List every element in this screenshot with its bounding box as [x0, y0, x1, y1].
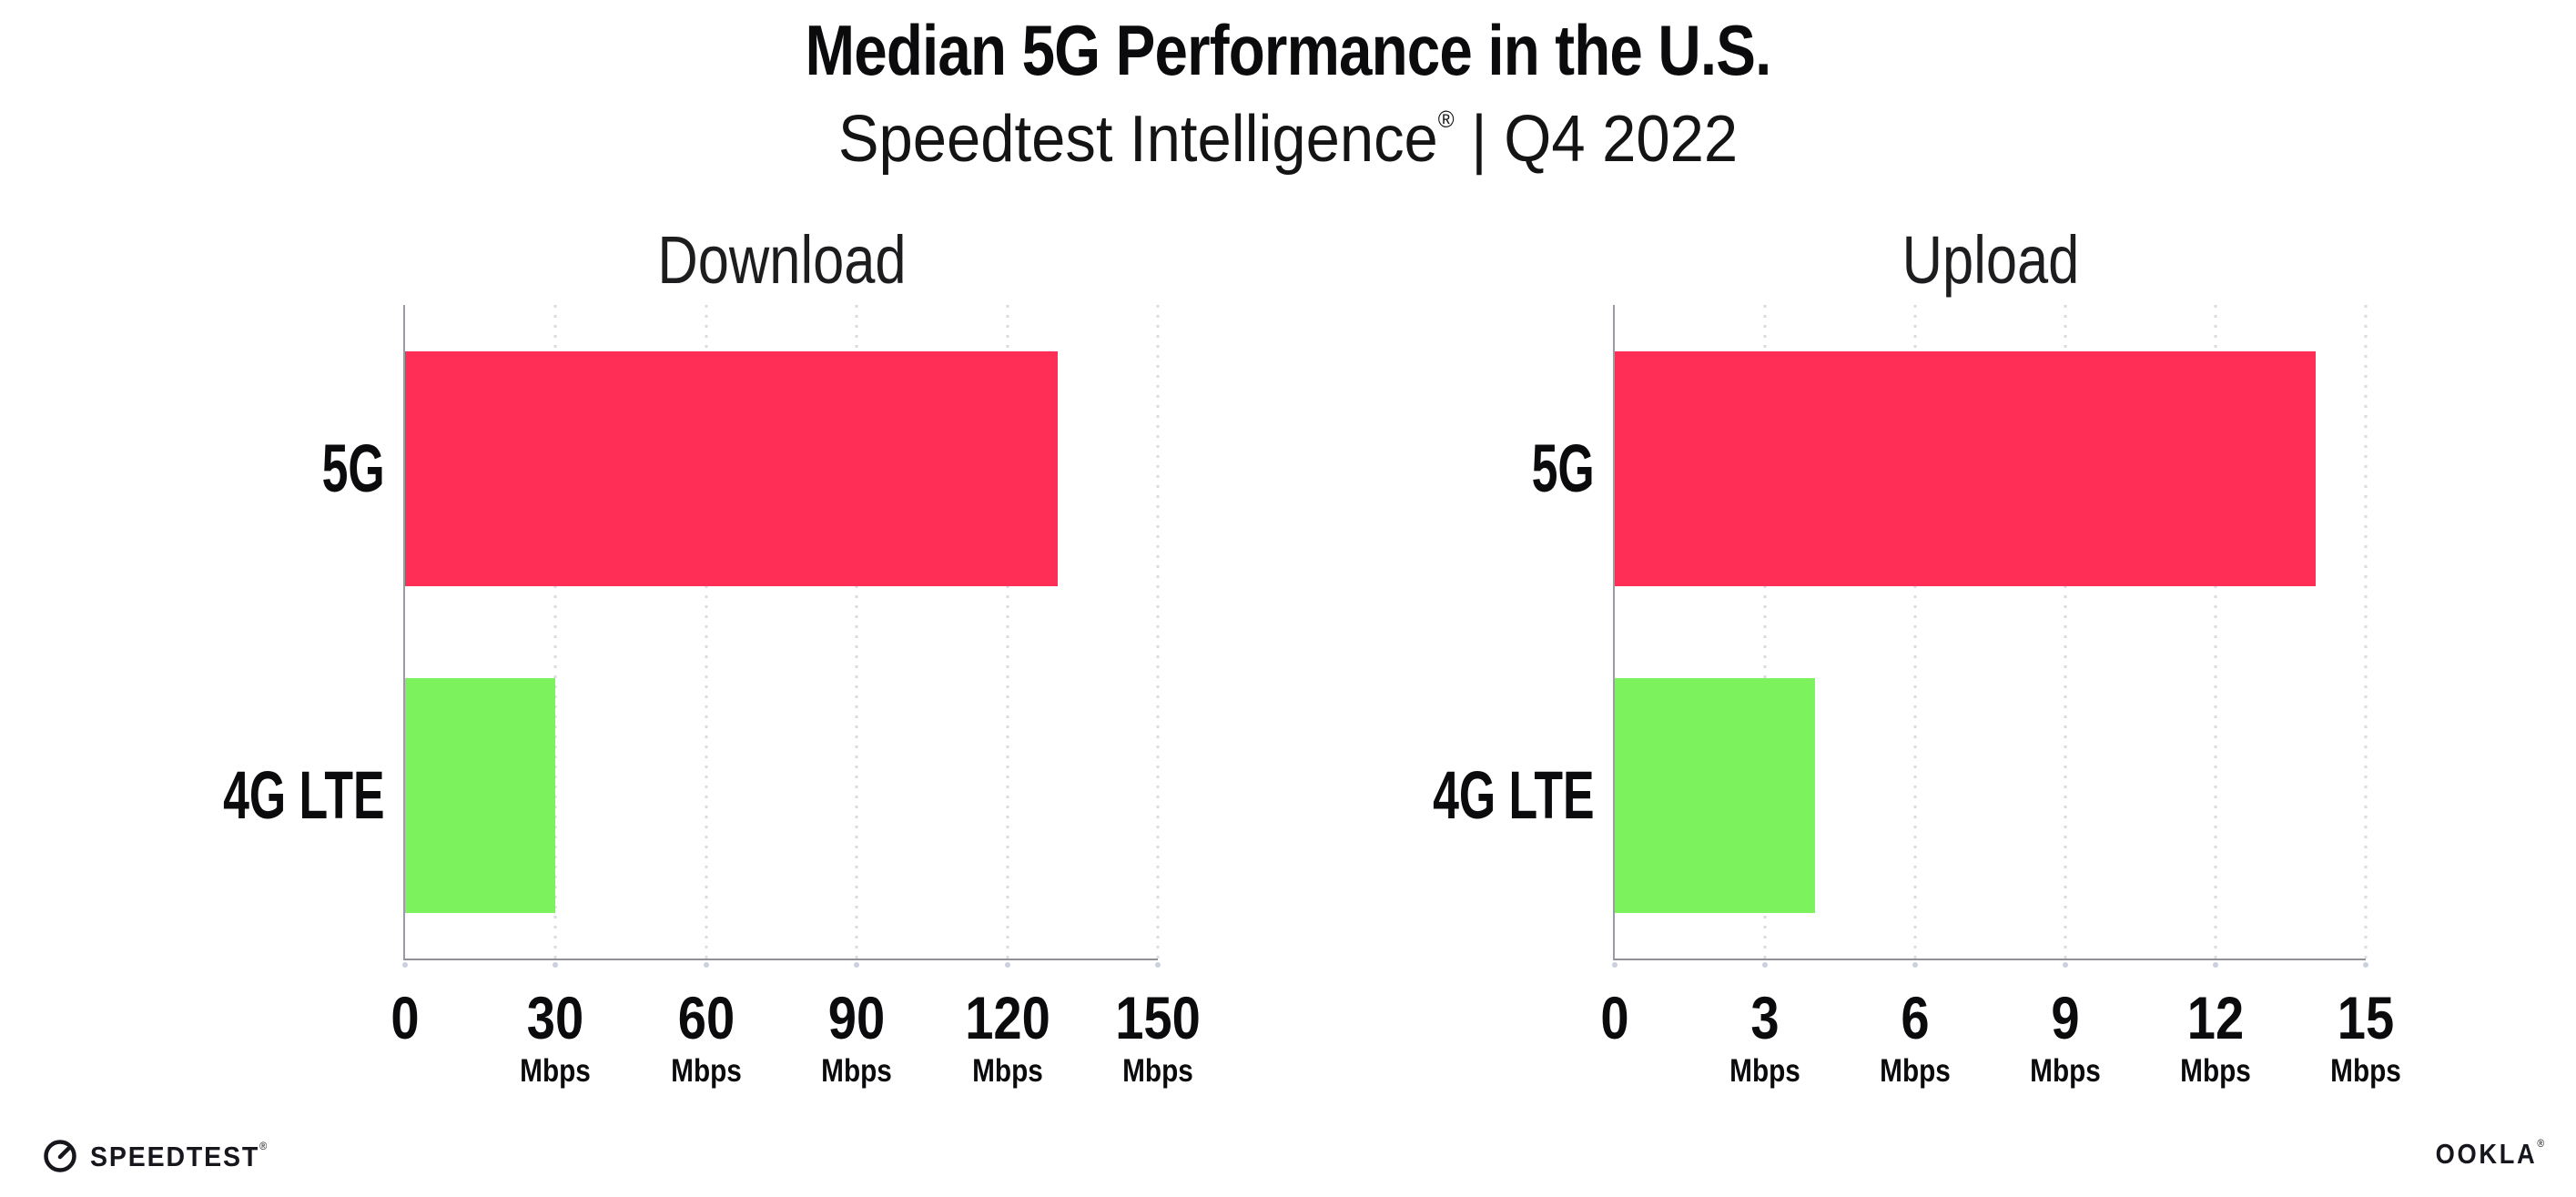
x-tick-label-0: 0	[389, 988, 422, 1048]
gridline-150	[1156, 305, 1160, 959]
tick-number: 30	[527, 984, 584, 1051]
gridline-30	[553, 305, 557, 959]
tick-number: 0	[1600, 984, 1629, 1051]
chart-title-download: Download	[656, 222, 907, 298]
tick-number: 90	[827, 984, 886, 1051]
bar-4g-lte-download	[405, 678, 556, 913]
axis-tick-dot-0	[402, 962, 408, 968]
tick-unit: Mbps	[2180, 1053, 2251, 1089]
axis-tick-dot-60	[703, 962, 709, 968]
tick-number: 15	[2337, 984, 2395, 1051]
subtitle-product: Speedtest Intelligence	[837, 103, 1438, 176]
chart-upload: Upload 0 3 Mbps 6 Mbps 9 Mbps 12 Mbps 15 Mbps 5G 4G …	[1434, 227, 2401, 1088]
axis-tick-dot-15	[2363, 962, 2368, 968]
x-tick-label-60: 60 Mbps	[664, 988, 747, 1087]
axis-tick-dot-30	[553, 962, 559, 968]
tick-unit: Mbps	[821, 1053, 893, 1089]
gridline-9	[2064, 305, 2067, 959]
tick-unit: Mbps	[2030, 1053, 2101, 1089]
ookla-logo: OOKLA®	[2435, 1137, 2547, 1170]
gridline-90	[855, 305, 858, 959]
speedtest-registered-icon: ®	[259, 1139, 269, 1152]
ookla-registered-icon: ®	[2537, 1137, 2547, 1150]
chart-title-upload: Upload	[1902, 222, 2079, 298]
category-label-5g: 5G	[321, 431, 385, 506]
page-title: Median 5G Performance in the U.S.	[805, 10, 1772, 90]
chart-download: Download 0 30 Mbps 60 Mbps 90 Mbps 120 Mbps 150 Mb…	[224, 227, 1201, 1088]
x-tick-label-3: 3 Mbps	[1723, 988, 1806, 1087]
tick-number: 3	[1750, 984, 1780, 1051]
axis-tick-dot-90	[854, 962, 860, 968]
tick-unit: Mbps	[2330, 1053, 2401, 1089]
tick-number: 6	[1901, 984, 1930, 1051]
axis-tick-dot-3	[1762, 962, 1768, 968]
tick-number: 12	[2186, 984, 2245, 1051]
tick-unit: Mbps	[971, 1053, 1043, 1089]
x-tick-label-15: 15 Mbps	[2324, 988, 2407, 1087]
bar-5g-download	[405, 351, 1058, 586]
gridline-120	[1006, 305, 1009, 959]
axis-tick-dot-12	[2213, 962, 2218, 968]
speedtest-wordmark: SPEEDTEST®	[90, 1139, 269, 1172]
axis-tick-dot-9	[2063, 962, 2068, 968]
category-label-4g-lte: 4G LTE	[1433, 757, 1595, 833]
axis-tick-dot-150	[1155, 962, 1161, 968]
x-tick-label-6: 6 Mbps	[1873, 988, 1956, 1087]
tick-unit: Mbps	[1729, 1053, 1800, 1089]
ookla-label: OOKLA	[2435, 1138, 2538, 1170]
x-tick-label-30: 30 Mbps	[514, 988, 597, 1087]
tick-unit: Mbps	[670, 1053, 742, 1089]
tick-unit: Mbps	[520, 1053, 592, 1089]
category-label-5g: 5G	[1531, 431, 1595, 506]
tick-number: 60	[677, 984, 735, 1051]
axis-tick-dot-120	[1004, 962, 1010, 968]
gridline-15	[2364, 305, 2368, 959]
registered-trademark-icon: ®	[1437, 106, 1455, 133]
x-tick-label-90: 90 Mbps	[815, 988, 898, 1087]
speedtest-logo: SPEEDTEST®	[42, 1138, 284, 1174]
x-tick-label-9: 9 Mbps	[2023, 988, 2106, 1087]
x-tick-label-12: 12 Mbps	[2174, 988, 2257, 1087]
gridline-6	[1913, 305, 1917, 959]
gridline-12	[2214, 305, 2217, 959]
gridline-3	[1763, 305, 1767, 959]
speedtest-gauge-icon	[44, 1140, 76, 1172]
bar-5g-upload	[1615, 351, 2316, 586]
x-tick-label-120: 120 Mbps	[958, 988, 1058, 1087]
axis-tick-dot-6	[1912, 962, 1918, 968]
tick-number: 0	[390, 984, 420, 1051]
tick-unit: Mbps	[1122, 1053, 1193, 1089]
speedtest-label: SPEEDTEST	[90, 1140, 260, 1172]
axis-tick-dot-0	[1612, 962, 1618, 968]
tick-number: 9	[2051, 984, 2080, 1051]
x-tick-label-0: 0	[1598, 988, 1632, 1048]
tick-unit: Mbps	[1880, 1053, 1951, 1089]
category-label-4g-lte: 4G LTE	[223, 757, 385, 833]
subtitle-quarter: | Q4 2022	[1454, 103, 1739, 176]
bar-4g-lte-upload	[1615, 678, 1815, 913]
tick-number: 120	[964, 984, 1050, 1051]
x-tick-label-150: 150 Mbps	[1108, 988, 1208, 1087]
gridline-60	[705, 305, 708, 959]
tick-number: 150	[1115, 984, 1201, 1051]
page-subtitle: Speedtest Intelligence® | Q4 2022	[90, 103, 2486, 176]
